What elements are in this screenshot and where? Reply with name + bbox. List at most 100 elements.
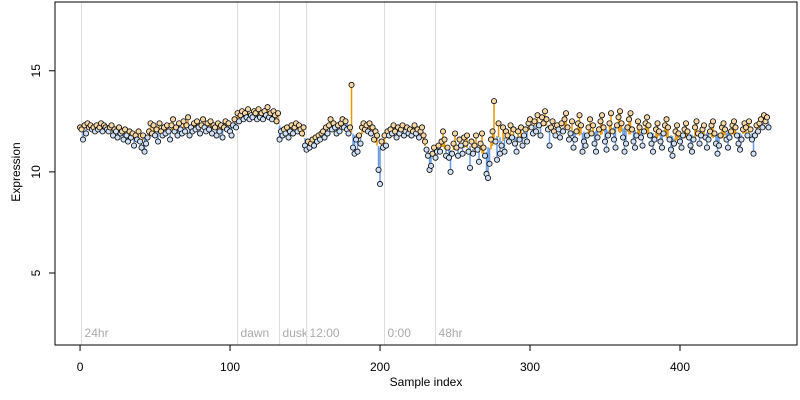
- point: [573, 128, 580, 135]
- point: [356, 132, 363, 139]
- point: [591, 140, 598, 147]
- axes: 0 100 200 300 400 5 10 15: [29, 64, 690, 374]
- point: [260, 116, 267, 123]
- point: [516, 136, 523, 143]
- point: [735, 140, 742, 147]
- point: [665, 124, 672, 131]
- point: [440, 128, 447, 135]
- point: [644, 114, 651, 121]
- point: [156, 120, 163, 127]
- point: [300, 124, 307, 131]
- point: [116, 124, 123, 131]
- point: [635, 118, 642, 125]
- point: [636, 124, 643, 131]
- point: [659, 144, 666, 151]
- point: [677, 138, 684, 145]
- point: [428, 162, 435, 169]
- point: [609, 128, 616, 135]
- point: [141, 148, 148, 155]
- point: [515, 128, 522, 135]
- point: [746, 118, 753, 125]
- x-tick-label: 200: [370, 360, 390, 374]
- point: [345, 130, 352, 137]
- point: [449, 150, 456, 157]
- point: [572, 136, 579, 143]
- plot-frame: [54, 1, 798, 346]
- point: [138, 144, 145, 151]
- marker-label: 24hr: [85, 326, 109, 340]
- point: [491, 98, 498, 105]
- point: [605, 132, 612, 139]
- point: [621, 148, 628, 155]
- point: [710, 118, 717, 125]
- point: [764, 114, 771, 121]
- point: [369, 124, 376, 131]
- point: [482, 152, 489, 159]
- point: [143, 140, 150, 147]
- point: [528, 124, 535, 131]
- point: [422, 138, 429, 145]
- point: [543, 116, 550, 123]
- point: [524, 138, 531, 145]
- point: [494, 156, 501, 163]
- point: [606, 120, 613, 127]
- point: [663, 116, 670, 123]
- points: [77, 81, 772, 188]
- point: [471, 142, 478, 149]
- point: [233, 124, 240, 131]
- point: [167, 136, 174, 143]
- point: [197, 130, 204, 137]
- point: [212, 124, 219, 131]
- point: [125, 138, 132, 145]
- point: [273, 118, 280, 125]
- point: [182, 128, 189, 135]
- point: [548, 124, 555, 131]
- point: [540, 120, 547, 127]
- point: [692, 124, 699, 131]
- point: [452, 130, 459, 137]
- point: [462, 140, 469, 147]
- point: [732, 124, 739, 131]
- point: [720, 120, 727, 127]
- point: [500, 124, 507, 131]
- point: [680, 132, 687, 139]
- point: [155, 138, 162, 145]
- y-axis-label: Expression: [9, 142, 23, 201]
- point: [411, 122, 418, 129]
- point: [603, 146, 610, 153]
- point: [684, 128, 691, 135]
- point: [689, 148, 696, 155]
- point: [219, 134, 226, 141]
- point: [570, 144, 577, 151]
- point: [759, 124, 766, 131]
- point: [252, 110, 259, 117]
- point: [357, 140, 364, 147]
- point: [348, 81, 355, 88]
- point: [509, 134, 516, 141]
- point: [738, 136, 745, 143]
- point: [593, 148, 600, 155]
- point: [522, 126, 529, 133]
- point: [671, 140, 678, 147]
- point: [645, 122, 652, 129]
- point: [537, 132, 544, 139]
- point: [366, 120, 373, 127]
- point: [275, 110, 282, 117]
- point: [557, 134, 564, 141]
- point: [651, 136, 658, 143]
- point: [563, 110, 570, 117]
- point: [477, 140, 484, 147]
- point: [717, 132, 724, 139]
- point: [669, 152, 676, 159]
- point: [371, 136, 378, 143]
- point: [375, 166, 382, 173]
- point: [654, 120, 661, 127]
- point: [639, 142, 646, 149]
- point: [615, 114, 622, 121]
- point: [444, 144, 451, 151]
- point: [276, 136, 283, 143]
- point: [80, 136, 87, 143]
- point: [108, 122, 115, 129]
- point: [299, 130, 306, 137]
